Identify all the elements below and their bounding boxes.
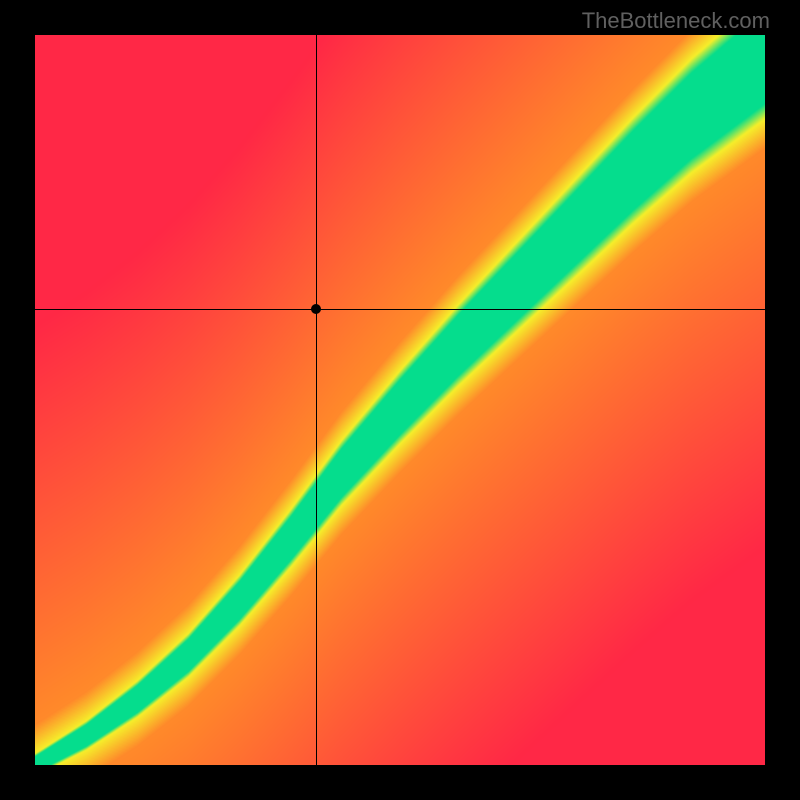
watermark-text: TheBottleneck.com [582,8,770,34]
heatmap-plot [35,35,765,765]
heatmap-canvas [35,35,765,765]
crosshair-vertical [316,35,317,765]
crosshair-horizontal [35,309,765,310]
marker-dot [311,304,321,314]
